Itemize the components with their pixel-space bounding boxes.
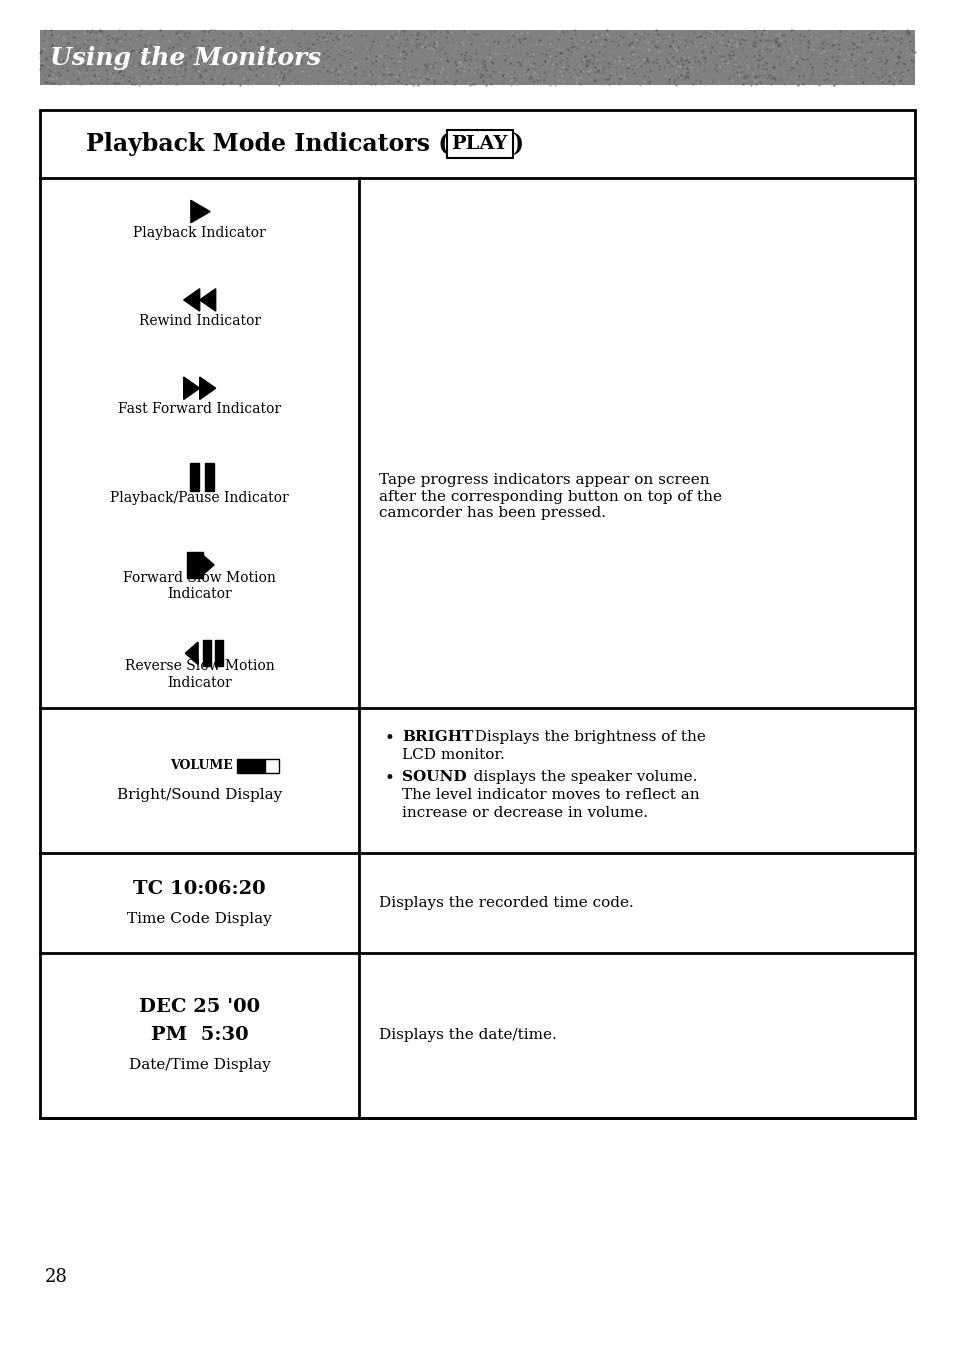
Polygon shape — [185, 642, 198, 664]
Bar — [190, 462, 198, 491]
Text: Forward Slow Motion
Indicator: Forward Slow Motion Indicator — [123, 571, 275, 602]
Text: increase or decrease in volume.: increase or decrease in volume. — [402, 806, 648, 821]
Bar — [264, 758, 278, 772]
Text: Playback Indicator: Playback Indicator — [133, 226, 266, 239]
Text: SOUND: SOUND — [402, 771, 467, 784]
Text: Displays the recorded time code.: Displays the recorded time code. — [379, 896, 634, 910]
Text: TC 10:06:20: TC 10:06:20 — [133, 880, 266, 898]
Text: Rewind Indicator: Rewind Indicator — [138, 314, 260, 329]
Polygon shape — [199, 377, 215, 399]
Text: Date/Time Display: Date/Time Display — [129, 1059, 271, 1072]
Text: Displays the date/time.: Displays the date/time. — [379, 1029, 557, 1042]
Text: The level indicator moves to reflect an: The level indicator moves to reflect an — [402, 788, 700, 802]
Bar — [205, 462, 214, 491]
Polygon shape — [191, 200, 210, 223]
Bar — [194, 552, 203, 577]
Polygon shape — [184, 289, 199, 311]
Text: •: • — [384, 771, 394, 787]
Text: Bright/Sound Display: Bright/Sound Display — [117, 788, 282, 803]
Text: BRIGHT: BRIGHT — [402, 730, 474, 744]
Text: Using the Monitors: Using the Monitors — [50, 46, 321, 69]
Text: ): ) — [512, 132, 523, 155]
Bar — [215, 641, 223, 667]
Bar — [40, 110, 914, 1118]
Text: Fast Forward Indicator: Fast Forward Indicator — [118, 403, 281, 416]
Polygon shape — [201, 554, 213, 576]
Text: PM  5:30: PM 5:30 — [151, 1026, 248, 1045]
Text: VOLUME: VOLUME — [170, 758, 233, 772]
Bar — [236, 758, 264, 772]
Text: Playback Mode Indicators (: Playback Mode Indicators ( — [86, 132, 449, 155]
Bar — [203, 641, 211, 667]
Text: Time Code Display: Time Code Display — [127, 913, 272, 926]
Text: Tape progress indicators appear on screen
after the corresponding button on top : Tape progress indicators appear on scree… — [379, 473, 721, 519]
Polygon shape — [184, 377, 199, 399]
Bar — [40, 30, 914, 85]
Text: LCD monitor.: LCD monitor. — [402, 748, 505, 763]
Text: DEC 25 '00: DEC 25 '00 — [139, 999, 260, 1017]
Text: PLAY: PLAY — [451, 135, 507, 153]
Text: Displays the brightness of the: Displays the brightness of the — [460, 730, 705, 744]
Text: •: • — [384, 730, 394, 748]
Bar — [187, 552, 194, 577]
Text: 28: 28 — [45, 1268, 68, 1286]
Text: Reverse Slow Motion
Indicator: Reverse Slow Motion Indicator — [125, 660, 274, 690]
Text: Playback/Pause Indicator: Playback/Pause Indicator — [111, 491, 289, 504]
Text: displays the speaker volume.: displays the speaker volume. — [459, 771, 697, 784]
Polygon shape — [199, 289, 215, 311]
